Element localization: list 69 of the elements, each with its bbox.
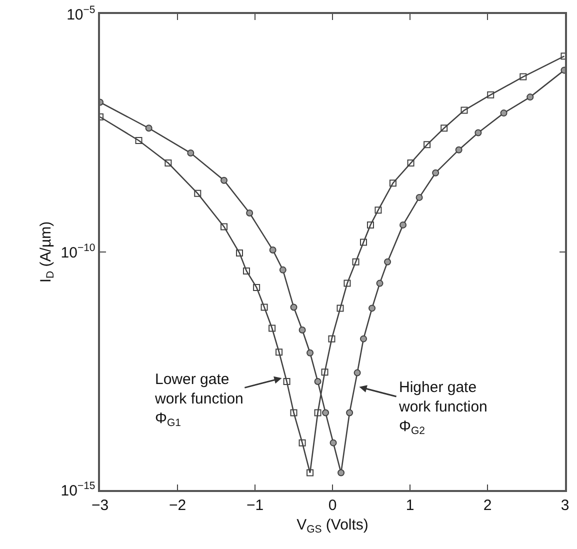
point: [187, 150, 194, 157]
point: [360, 238, 367, 246]
annotation: Lower gate work function Φ$_{G1}$: [154, 371, 244, 430]
point: [455, 146, 462, 154]
point: [269, 246, 276, 254]
x-tick-label: 0: [328, 496, 337, 514]
point: [374, 206, 382, 214]
point: [164, 160, 172, 167]
point: [298, 439, 306, 446]
point: [424, 141, 431, 148]
point: [474, 129, 482, 136]
point: [432, 169, 440, 176]
point: [416, 194, 423, 201]
point: [290, 304, 298, 311]
point: [360, 335, 367, 342]
point: [220, 223, 228, 230]
x-axis-title: V$_{GS}$ (Volts): [296, 516, 368, 536]
point: [246, 209, 254, 216]
point: [135, 137, 142, 144]
point: [338, 469, 345, 476]
point: [407, 160, 414, 167]
point: [346, 409, 354, 416]
point: [236, 250, 243, 257]
x-tick-label: −2: [168, 496, 186, 514]
point: [520, 73, 527, 80]
point: [306, 349, 314, 356]
point: [242, 267, 250, 274]
point: [487, 91, 494, 98]
point: [290, 409, 298, 416]
point: [253, 284, 260, 291]
point: [366, 221, 374, 228]
point: [330, 439, 337, 446]
point: [283, 378, 290, 386]
x-tick-label: −3: [91, 496, 109, 514]
point: [352, 258, 360, 266]
point: [400, 221, 407, 228]
y-tick-label: 10$^{−15}$: [60, 480, 96, 500]
point: [389, 180, 396, 187]
point: [500, 110, 508, 117]
point: [460, 106, 468, 114]
point: [279, 266, 286, 274]
point: [298, 326, 306, 334]
point: [306, 469, 314, 476]
point: [376, 280, 384, 287]
point: [260, 304, 268, 311]
point: [276, 348, 283, 356]
y-tick-label: 10$^{−5}$: [66, 4, 96, 24]
point: [145, 124, 152, 132]
point: [440, 124, 448, 132]
point: [344, 280, 351, 287]
point: [194, 190, 202, 197]
x-tick-label: −1: [246, 496, 264, 514]
annotation: Higher gate work function Φ$_{G2}$: [398, 379, 488, 438]
x-tick-label: 1: [406, 496, 414, 514]
y-tick-label: 10$^{−10}$: [60, 242, 96, 262]
point: [384, 258, 392, 266]
point: [354, 369, 361, 376]
point: [328, 335, 336, 342]
point: [368, 304, 376, 312]
x-tick-label: 2: [483, 496, 492, 514]
point: [336, 304, 344, 312]
point: [322, 409, 330, 416]
point: [268, 324, 276, 332]
x-tick-label: 3: [560, 496, 570, 514]
point: [220, 176, 228, 184]
point: [314, 409, 322, 416]
point: [314, 378, 322, 386]
point: [321, 368, 328, 376]
point: [526, 94, 534, 101]
